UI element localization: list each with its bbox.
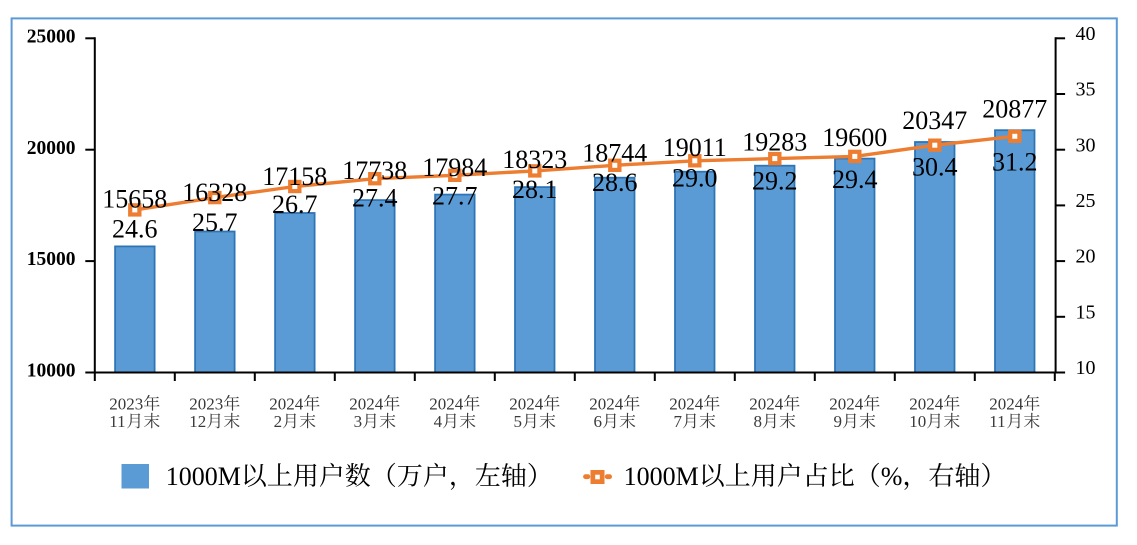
svg-text:25.7: 25.7 xyxy=(192,208,238,237)
svg-text:27.7: 27.7 xyxy=(432,181,478,210)
svg-text:20: 20 xyxy=(1076,246,1096,268)
svg-text:1000M: 1000M xyxy=(624,462,699,491)
svg-text:8: 8 xyxy=(754,412,763,431)
svg-text:20877: 20877 xyxy=(982,94,1047,123)
svg-text:%: % xyxy=(881,462,903,491)
svg-text:29.4: 29.4 xyxy=(832,165,878,194)
svg-text:24.6: 24.6 xyxy=(112,215,158,244)
svg-text:16328: 16328 xyxy=(182,178,247,207)
svg-text:2024: 2024 xyxy=(909,394,944,413)
svg-text:5: 5 xyxy=(514,412,523,431)
svg-text:18744: 18744 xyxy=(582,139,647,168)
svg-text:10000: 10000 xyxy=(27,361,76,382)
svg-text:30: 30 xyxy=(1076,134,1096,156)
svg-text:2024: 2024 xyxy=(589,394,624,413)
svg-text:15658: 15658 xyxy=(102,184,167,213)
svg-text:10: 10 xyxy=(1076,357,1096,379)
svg-text:31.2: 31.2 xyxy=(992,148,1038,177)
svg-text:2023: 2023 xyxy=(109,394,143,413)
svg-text:15000: 15000 xyxy=(27,249,76,270)
svg-text:3: 3 xyxy=(354,412,363,431)
svg-text:17984: 17984 xyxy=(422,153,487,182)
svg-text:15: 15 xyxy=(1076,301,1096,323)
svg-text:4: 4 xyxy=(434,412,443,431)
svg-text:40: 40 xyxy=(1076,23,1096,45)
svg-text:30.4: 30.4 xyxy=(912,153,958,182)
svg-text:17158: 17158 xyxy=(262,162,327,191)
svg-text:2024: 2024 xyxy=(829,394,864,413)
svg-text:27.4: 27.4 xyxy=(352,184,398,213)
svg-text:2024: 2024 xyxy=(349,394,384,413)
svg-text:2024: 2024 xyxy=(509,394,544,413)
svg-text:35: 35 xyxy=(1076,79,1096,101)
svg-text:28.6: 28.6 xyxy=(592,168,638,197)
svg-text:11: 11 xyxy=(989,412,1005,431)
svg-text:17738: 17738 xyxy=(342,156,407,185)
svg-text:1000M: 1000M xyxy=(166,462,241,491)
svg-text:28.1: 28.1 xyxy=(512,175,558,204)
svg-text:2023: 2023 xyxy=(189,394,223,413)
svg-text:2024: 2024 xyxy=(669,394,704,413)
svg-text:2024: 2024 xyxy=(749,394,784,413)
svg-text:19283: 19283 xyxy=(742,128,807,157)
svg-text:2: 2 xyxy=(274,412,283,431)
svg-text:2024: 2024 xyxy=(269,394,304,413)
svg-text:29.2: 29.2 xyxy=(752,167,798,196)
svg-text:25000: 25000 xyxy=(27,26,76,47)
svg-text:10: 10 xyxy=(909,412,926,431)
svg-text:26.7: 26.7 xyxy=(272,190,318,219)
svg-text:2024: 2024 xyxy=(429,394,464,413)
svg-text:9: 9 xyxy=(834,412,843,431)
svg-text:11: 11 xyxy=(109,412,125,431)
svg-text:19011: 19011 xyxy=(663,133,727,162)
svg-text:25: 25 xyxy=(1076,190,1096,212)
svg-text:18323: 18323 xyxy=(502,145,567,174)
svg-text:12: 12 xyxy=(189,412,206,431)
svg-text:29.0: 29.0 xyxy=(672,164,718,193)
svg-text:20347: 20347 xyxy=(902,106,967,135)
svg-text:6: 6 xyxy=(594,412,603,431)
svg-text:7: 7 xyxy=(674,412,683,431)
svg-text:2024: 2024 xyxy=(989,394,1024,413)
svg-text:19600: 19600 xyxy=(822,123,887,152)
svg-text:20000: 20000 xyxy=(27,138,76,159)
